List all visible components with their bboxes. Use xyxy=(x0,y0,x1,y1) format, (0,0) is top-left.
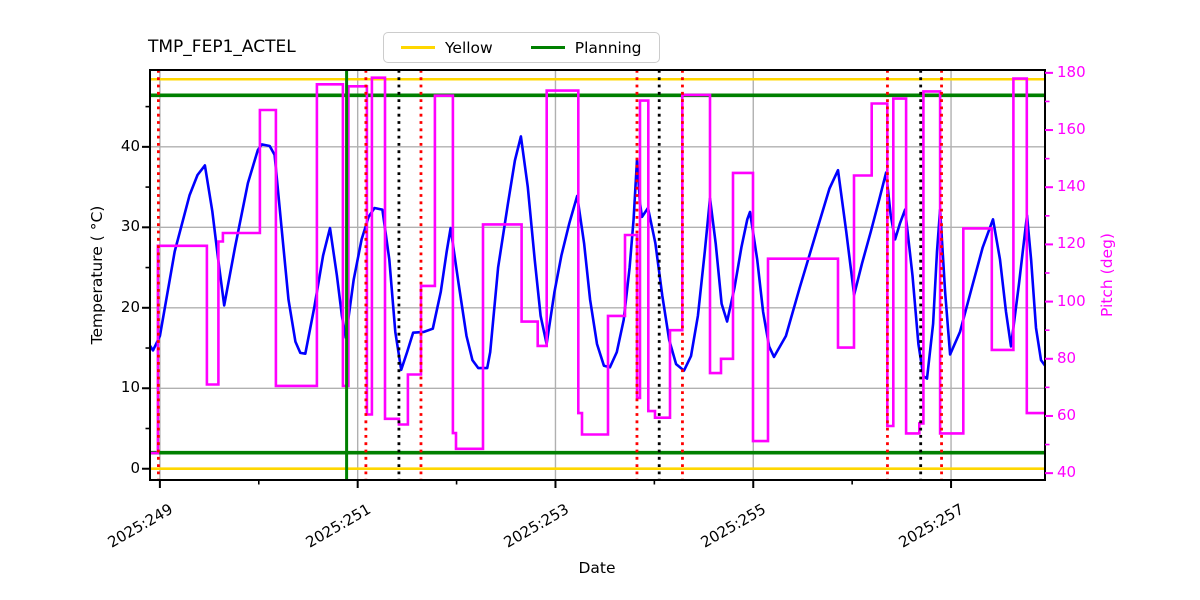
y-right-tick-label: 140 xyxy=(1057,177,1086,196)
y-left-tick-label: 0 xyxy=(130,458,140,477)
planning-line-swatch xyxy=(530,45,565,50)
x-axis-label: Date xyxy=(578,559,616,577)
y-axis-label-pitch: Pitch (deg) xyxy=(1098,233,1116,317)
chart-title: TMP_FEP1_ACTEL xyxy=(148,37,296,57)
y-left-tick-label: 10 xyxy=(120,378,140,397)
y-right-tick-label: 160 xyxy=(1057,120,1086,139)
y-right-tick-label: 120 xyxy=(1057,234,1086,253)
y-right-tick-label: 60 xyxy=(1057,405,1077,424)
legend-label-yellow: Yellow xyxy=(445,38,493,57)
legend-label-planning: Planning xyxy=(574,38,642,57)
y-left-tick-label: 30 xyxy=(120,217,140,236)
y-right-tick-label: 40 xyxy=(1057,463,1077,482)
y-left-tick-label: 40 xyxy=(120,136,140,155)
temperature-series xyxy=(148,135,1047,380)
axes-spines xyxy=(149,69,1046,481)
y-right-tick-label: 180 xyxy=(1057,62,1086,81)
legend: Yellow Planning xyxy=(383,32,660,63)
legend-item-yellow: Yellow xyxy=(401,39,493,57)
y-right-tick-label: 80 xyxy=(1057,348,1077,367)
yellow-line-swatch xyxy=(401,45,435,50)
y-left-tick-label: 20 xyxy=(120,297,140,316)
y-right-tick-label: 100 xyxy=(1057,291,1086,310)
legend-item-planning: Planning xyxy=(530,38,642,57)
